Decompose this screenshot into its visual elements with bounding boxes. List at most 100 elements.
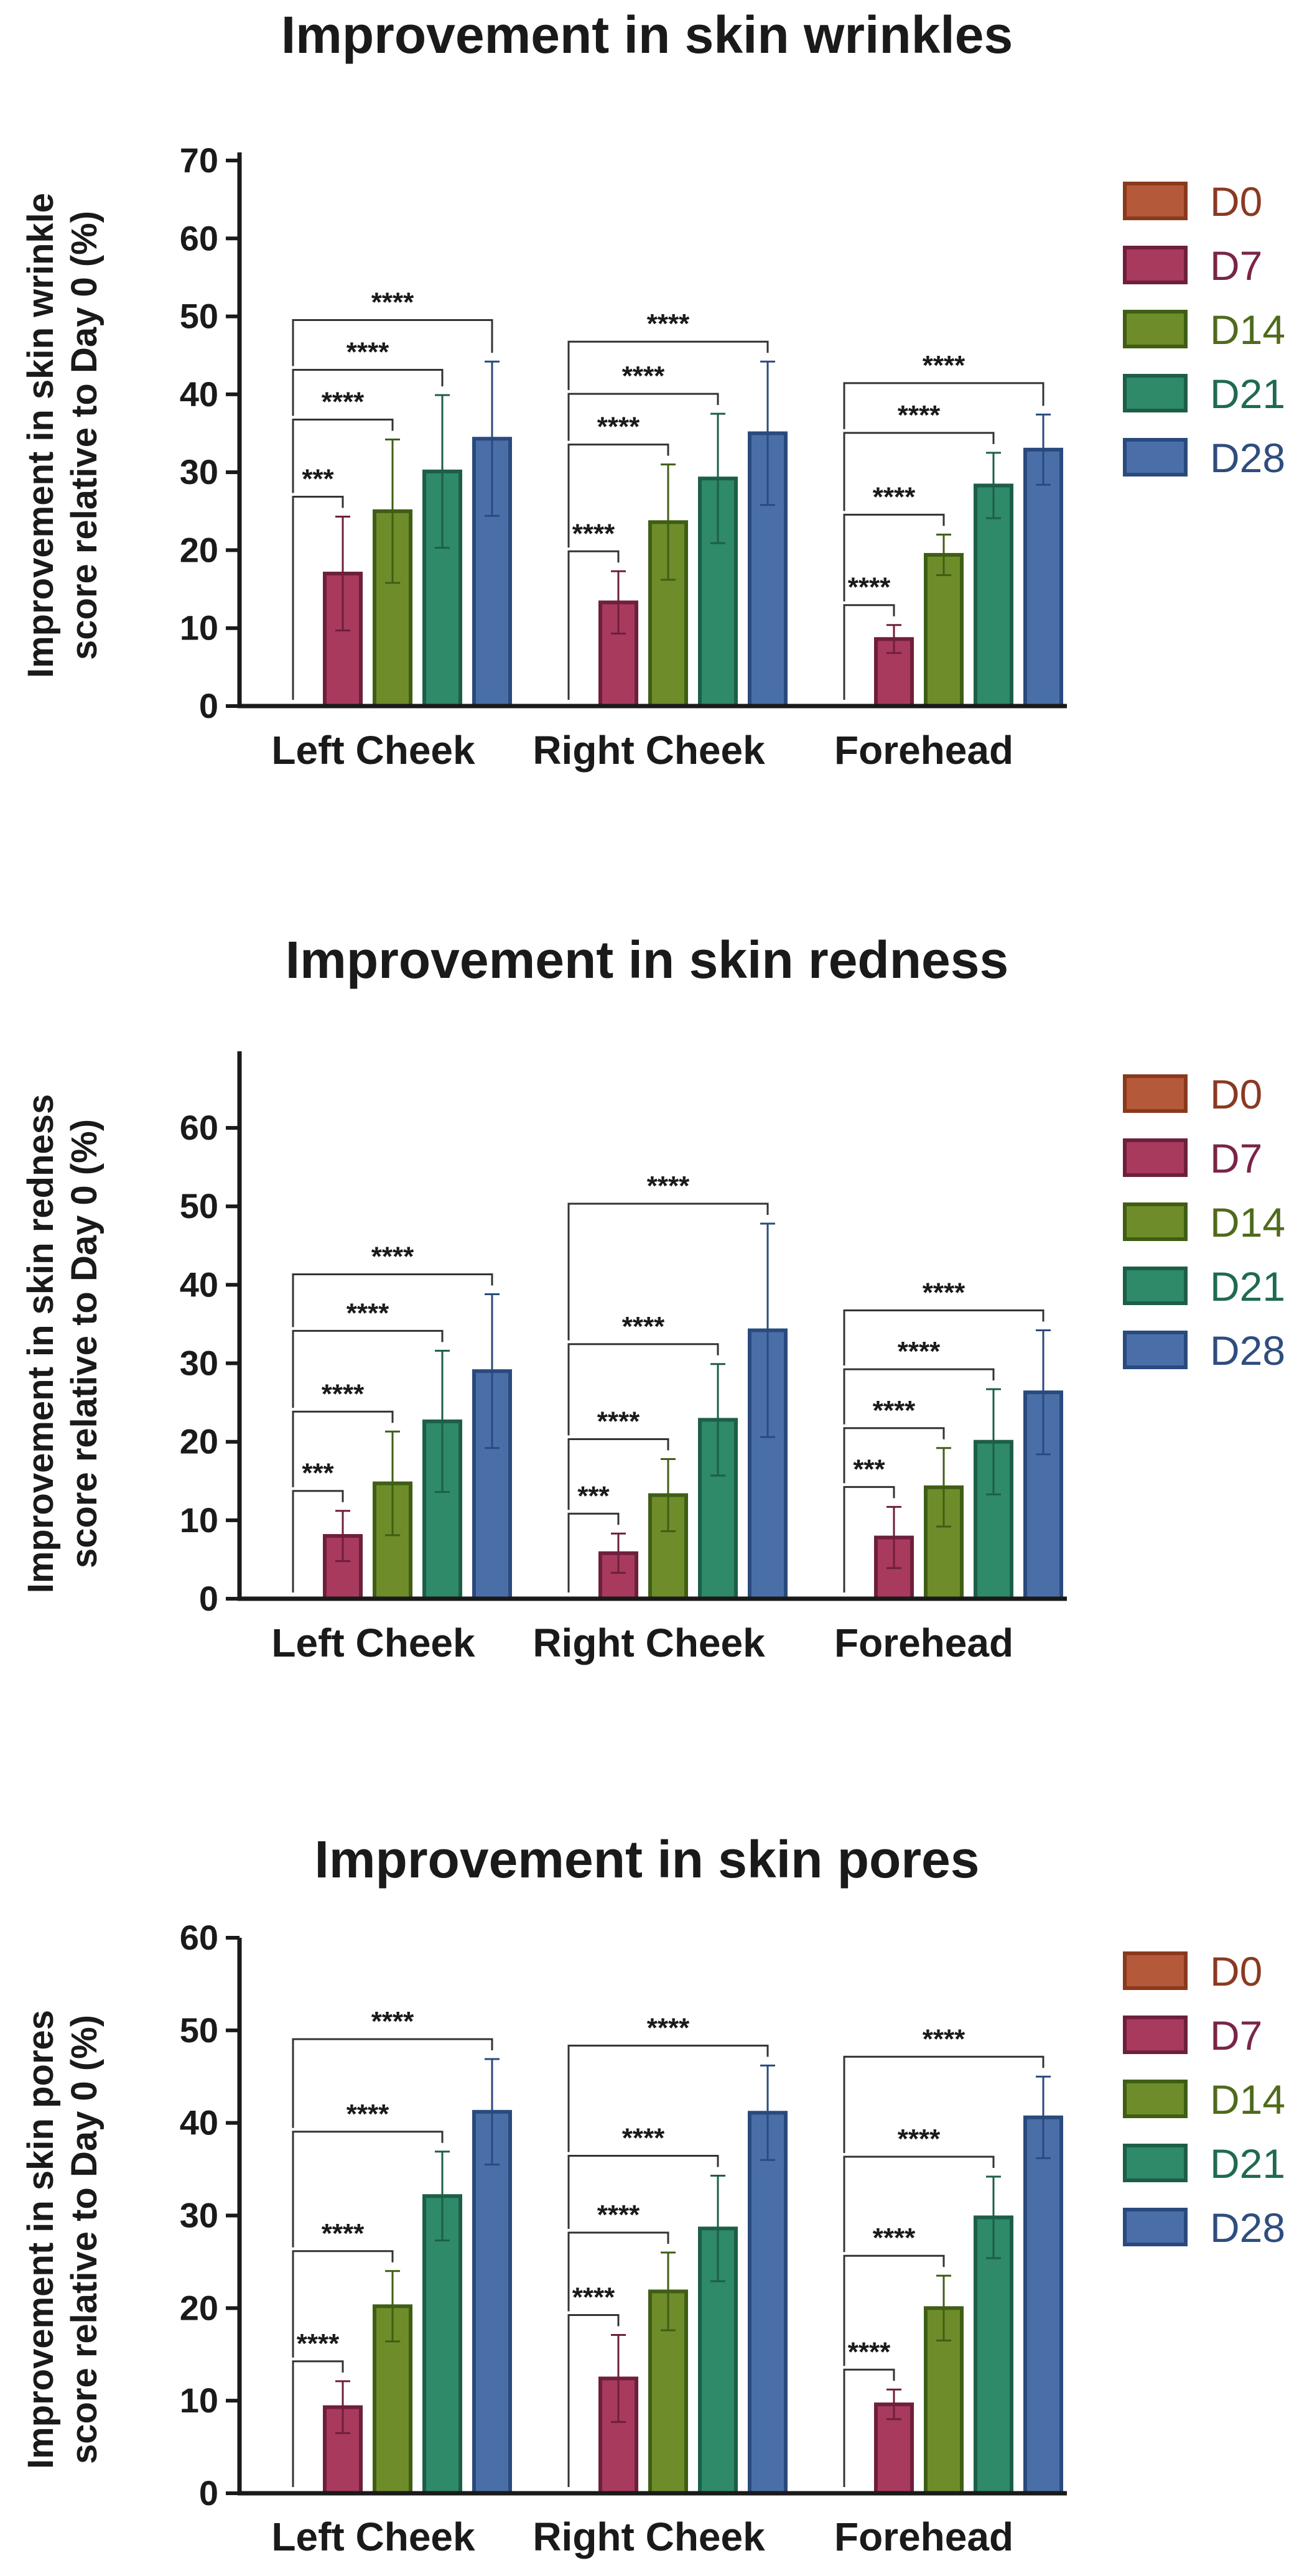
legend-label: D21 — [1210, 2141, 1285, 2187]
significance-bracket — [292, 1273, 493, 1328]
significance-label: **** — [898, 1336, 941, 1367]
panel-1-category-label: Right Cheek — [533, 728, 765, 773]
legend-swatch — [1123, 1331, 1188, 1369]
y-tick-label: 50 — [180, 2011, 218, 2050]
significance-bracket — [567, 1512, 620, 1593]
significance-bracket — [567, 393, 719, 441]
legend-swatch — [1123, 246, 1188, 284]
panel-1-category-label: Forehead — [834, 728, 1013, 773]
panel-2-ylabel-line-1: Improvement in skin redness — [21, 1094, 61, 1594]
legend-swatch — [1123, 2208, 1188, 2246]
significance-label: **** — [347, 1298, 389, 1328]
panel-3-ylabel-line-2: score relative to Day 0 (%) — [64, 2015, 105, 2464]
y-tick-label: 30 — [180, 1344, 218, 1383]
panel-2-category-label: Left Cheek — [271, 1620, 475, 1665]
legend-swatch — [1123, 1202, 1188, 1241]
significance-bracket — [843, 1427, 945, 1484]
panel-3-legend: D0 D7 D14 D21 D28 — [1123, 1948, 1285, 2251]
legend-swatch — [1123, 182, 1188, 220]
significance-label: **** — [622, 361, 665, 391]
panel-redness: Improvement in skin redness Improvement … — [21, 931, 1285, 1665]
significance-label: **** — [647, 309, 690, 339]
significance-bracket — [843, 2254, 945, 2366]
significance-bracket — [567, 1202, 769, 1341]
significance-bracket — [292, 369, 444, 416]
y-tick-label: 50 — [180, 1186, 218, 1225]
significance-bracket — [843, 2155, 995, 2253]
legend-label: D28 — [1210, 2205, 1285, 2251]
legend-swatch — [1123, 2080, 1188, 2118]
bar — [472, 2109, 512, 2495]
y-tick-label: 30 — [180, 2196, 218, 2235]
y-tick-label: 0 — [199, 686, 218, 725]
legend-label: D21 — [1210, 371, 1285, 417]
panel-wrinkles: Improvement in skin wrinkles Improvement… — [21, 6, 1285, 773]
bar — [422, 2194, 462, 2496]
y-tick-label: 10 — [180, 1500, 218, 1540]
significance-label: **** — [597, 2200, 640, 2230]
legend-swatch — [1123, 438, 1188, 477]
legend-label: D28 — [1210, 1328, 1285, 1374]
legend-label: D7 — [1210, 243, 1262, 289]
significance-bracket — [567, 1343, 719, 1436]
legend-swatch — [1123, 1267, 1188, 1305]
significance-bracket — [843, 513, 945, 602]
significance-bracket — [292, 2360, 344, 2487]
significance-bracket — [292, 419, 394, 493]
significance-bracket — [567, 444, 669, 548]
y-tick-label: 20 — [180, 2288, 218, 2327]
significance-bracket — [567, 2044, 769, 2152]
panel-2-ylabel-line-2: score relative to Day 0 (%) — [64, 1119, 105, 1568]
significance-bracket — [292, 1329, 444, 1408]
significance-bracket — [567, 550, 620, 700]
significance-bracket — [843, 1368, 995, 1425]
significance-label: **** — [873, 481, 916, 512]
legend-label: D0 — [1210, 179, 1262, 225]
y-tick-label: 0 — [199, 2473, 218, 2513]
y-tick-label: 30 — [180, 452, 218, 491]
significance-label: **** — [647, 1171, 690, 1201]
legend-swatch — [1123, 2016, 1188, 2054]
panel-1-title: Improvement in skin wrinkles — [281, 6, 1013, 64]
legend-swatch — [1123, 310, 1188, 348]
bar — [974, 2215, 1013, 2495]
significance-bracket — [292, 1490, 344, 1593]
significance-bracket — [567, 2314, 620, 2487]
significance-bracket — [292, 2131, 444, 2248]
y-tick-label: 40 — [180, 2103, 218, 2142]
y-tick-label: 60 — [180, 1918, 218, 1957]
significance-label: **** — [923, 2024, 965, 2054]
significance-label: **** — [597, 412, 640, 442]
significance-bracket — [843, 382, 1044, 429]
legend-label: D28 — [1210, 435, 1285, 481]
significance-label: **** — [371, 1242, 414, 1272]
significance-label: **** — [347, 2099, 389, 2129]
y-tick-label: 60 — [180, 1108, 218, 1147]
panel-2-category-label: Forehead — [834, 1620, 1013, 1665]
panel-3-title: Improvement in skin pores — [315, 1830, 980, 1889]
significance-label: **** — [371, 2006, 414, 2037]
significance-bracket — [292, 496, 344, 700]
y-tick-label: 10 — [180, 2381, 218, 2420]
panel-2-category-label: Right Cheek — [533, 1620, 765, 1665]
panel-pores: Improvement in skin pores Improvement in… — [21, 1830, 1285, 2559]
significance-bracket — [567, 2155, 719, 2230]
legend-swatch — [1123, 1074, 1188, 1113]
legend-label: D14 — [1210, 1199, 1285, 1245]
bar — [1023, 447, 1063, 708]
significance-bracket — [843, 1486, 895, 1593]
significance-label: **** — [597, 1406, 640, 1436]
bar — [924, 552, 964, 709]
significance-label: **** — [371, 287, 414, 318]
significance-bracket — [843, 432, 995, 511]
panel-3-category-label: Forehead — [834, 2514, 1013, 2559]
y-tick-label: 20 — [180, 1422, 218, 1461]
significance-label: **** — [322, 387, 365, 417]
significance-label: **** — [923, 350, 965, 381]
y-tick-label: 60 — [180, 218, 218, 258]
legend-label: D7 — [1210, 2012, 1262, 2058]
legend-swatch — [1123, 1138, 1188, 1177]
legend-swatch — [1123, 374, 1188, 412]
significance-label: **** — [347, 337, 389, 368]
